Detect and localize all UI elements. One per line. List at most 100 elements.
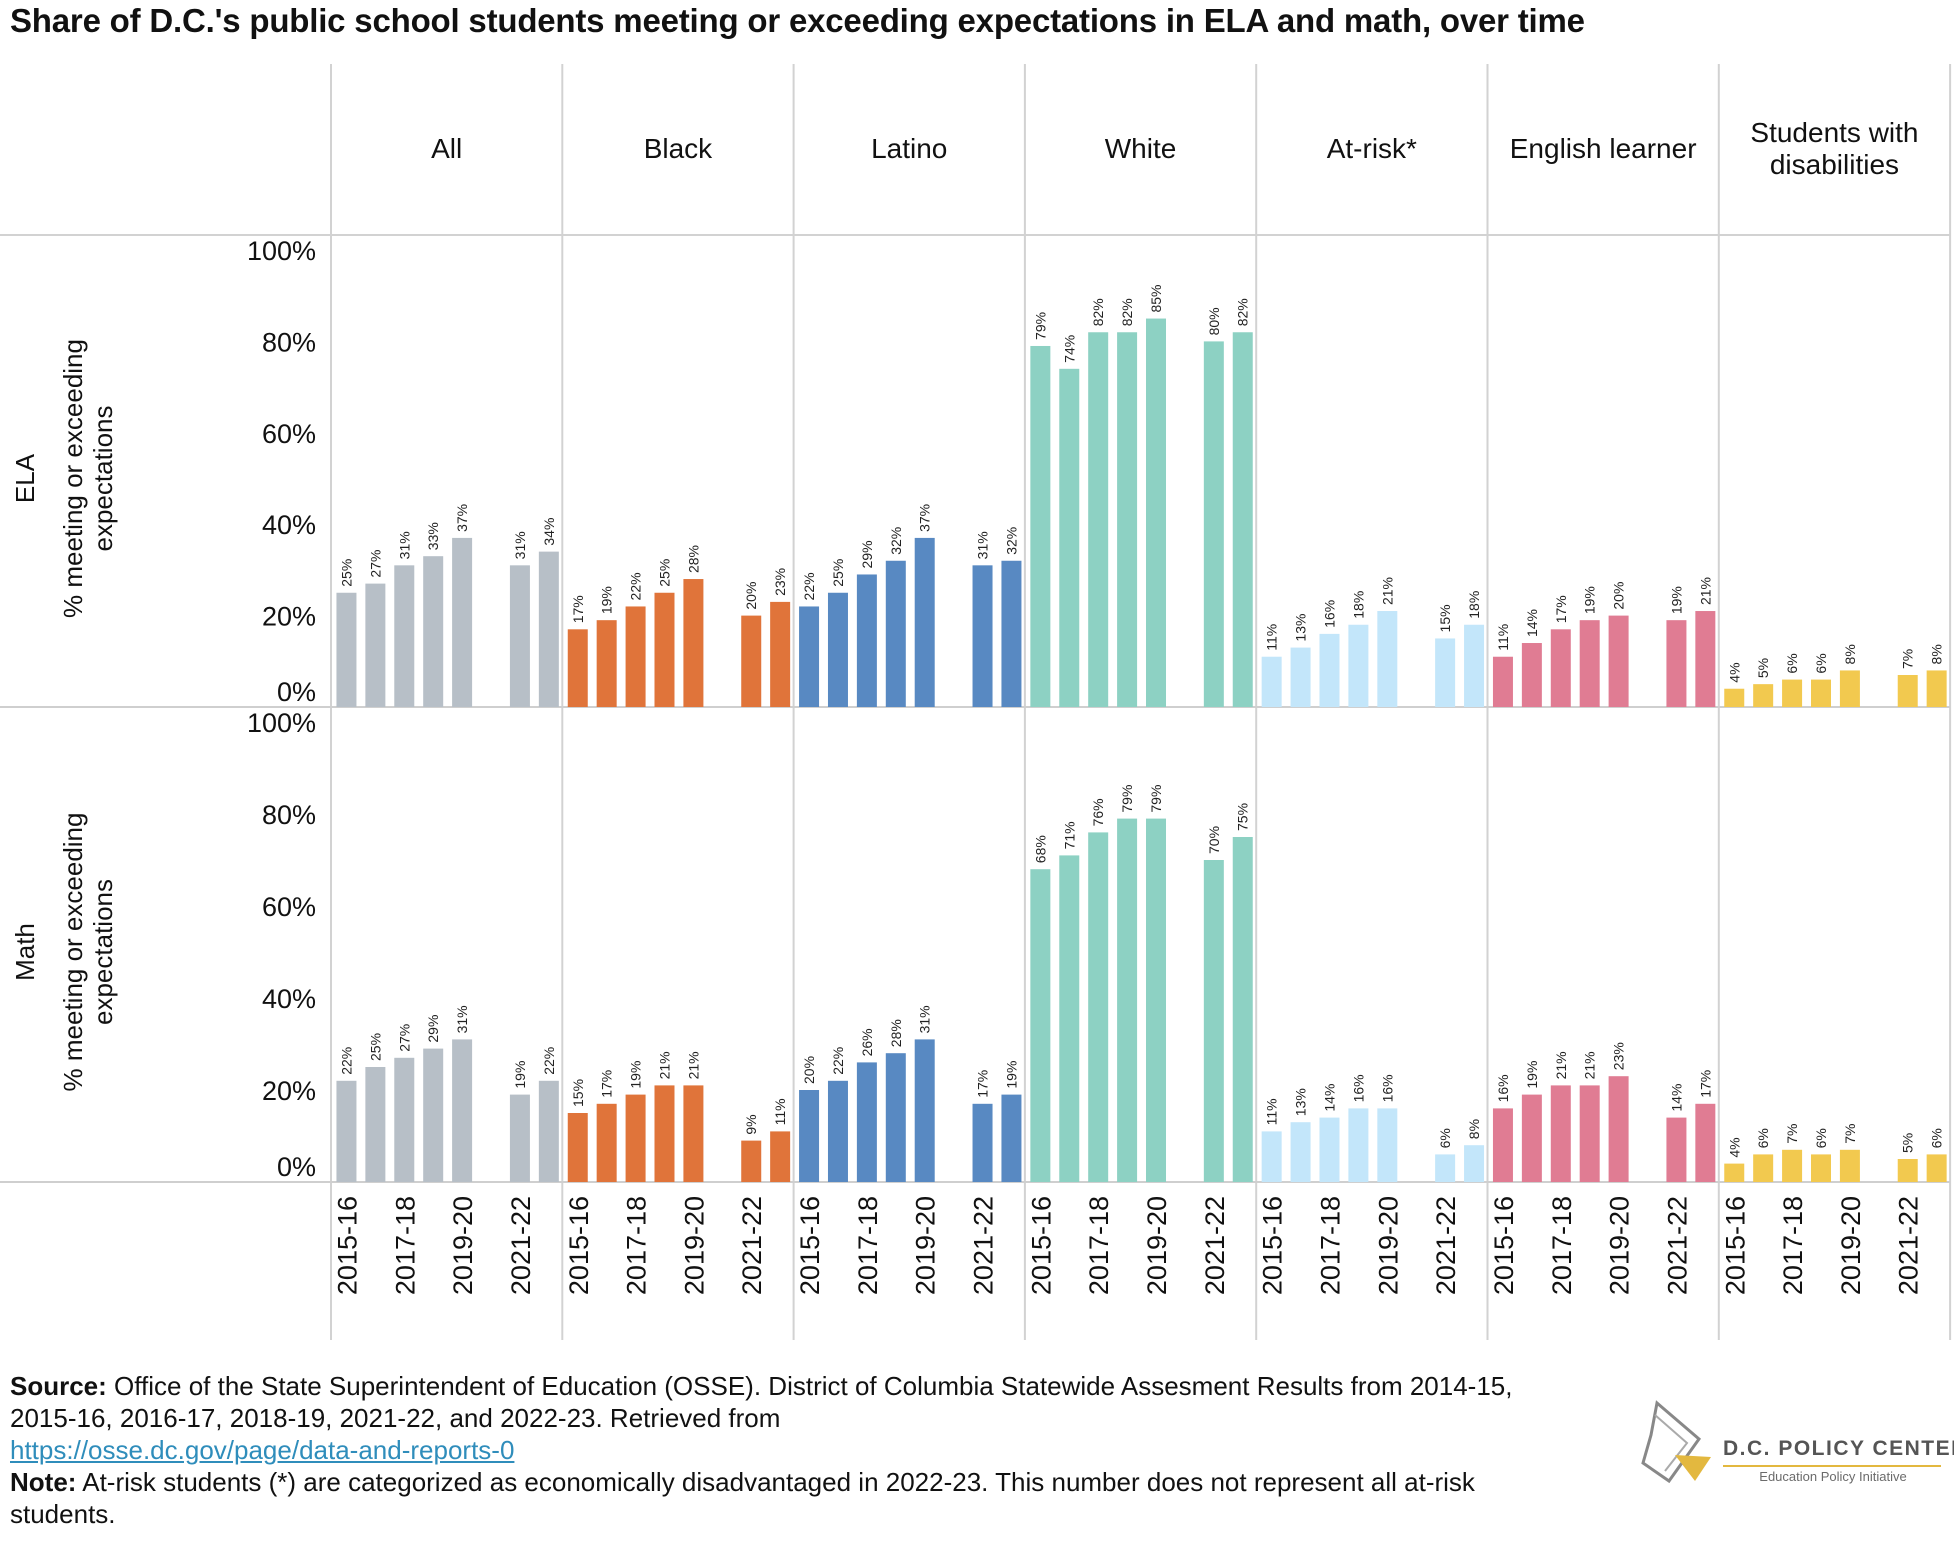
- source-link[interactable]: https://osse.dc.gov/page/data-and-report…: [10, 1435, 515, 1465]
- bar-value-label: 75%: [1235, 803, 1251, 831]
- bar-value-label: 19%: [628, 1061, 644, 1089]
- x-tick-label: 2015-16: [1720, 1196, 1750, 1295]
- group-header-label: English learner: [1510, 133, 1697, 164]
- bar-value-label: 79%: [1148, 785, 1164, 813]
- bar: [770, 1131, 791, 1182]
- bar-value-label: 25%: [830, 559, 846, 587]
- bar: [1001, 560, 1022, 707]
- bar-value-label: 6%: [1755, 1128, 1771, 1148]
- bar: [336, 592, 357, 707]
- bar-value-label: 16%: [1379, 1074, 1395, 1102]
- bar: [1203, 341, 1224, 707]
- bar-value-label: 71%: [1061, 821, 1077, 849]
- bar: [596, 620, 617, 707]
- footer: Source: Office of the State Superintende…: [10, 1370, 1530, 1530]
- bar: [1059, 855, 1080, 1182]
- source-label: Source:: [10, 1371, 107, 1401]
- bar-value-label: 82%: [1090, 298, 1106, 326]
- bar: [827, 1080, 848, 1182]
- bar-value-label: 21%: [656, 1051, 672, 1079]
- x-tick-label: 2021-22: [1200, 1196, 1230, 1295]
- bar-value-label: 7%: [1784, 1124, 1800, 1144]
- bar: [1897, 675, 1918, 707]
- group-header-label: disabilities: [1770, 149, 1899, 180]
- bar: [1492, 656, 1513, 707]
- bar-value-label: 34%: [541, 518, 557, 546]
- bar: [1724, 688, 1745, 707]
- bar: [1059, 368, 1080, 707]
- x-tick-label: 2021-22: [969, 1196, 999, 1295]
- bar-value-label: 31%: [454, 1005, 470, 1033]
- bar-value-label: 17%: [975, 1070, 991, 1098]
- bar: [914, 537, 935, 707]
- bar: [799, 1090, 820, 1182]
- x-tick-label: 2019-20: [679, 1196, 709, 1295]
- bar-value-label: 6%: [1929, 1128, 1945, 1148]
- x-tick-label: 2015-16: [564, 1196, 594, 1295]
- bar: [1319, 1117, 1340, 1182]
- bar-value-label: 31%: [975, 531, 991, 559]
- bar: [799, 606, 820, 707]
- bar-value-label: 29%: [859, 540, 875, 568]
- bar-value-label: 13%: [1293, 614, 1309, 642]
- bar: [827, 592, 848, 707]
- bar-value-label: 37%: [917, 504, 933, 532]
- source-note: Source: Office of the State Superintende…: [10, 1370, 1530, 1466]
- group-header-label: Latino: [871, 133, 947, 164]
- x-tick-label: 2019-20: [1142, 1196, 1172, 1295]
- logo-subtitle: Education Policy Initiative: [1759, 1469, 1907, 1484]
- bar: [683, 1085, 704, 1182]
- note: Note: At-risk students (*) are categoriz…: [10, 1466, 1530, 1530]
- note-text: At-risk students (*) are categorized as …: [10, 1467, 1475, 1529]
- x-tick-label: 2017-18: [622, 1196, 652, 1295]
- group-header-label: Black: [644, 133, 713, 164]
- bar-value-label: 6%: [1437, 1128, 1453, 1148]
- bar: [1290, 1122, 1311, 1182]
- bar: [914, 1039, 935, 1182]
- bar-value-label: 79%: [1032, 312, 1048, 340]
- bar: [741, 1140, 762, 1182]
- x-tick-label: 2015-16: [1026, 1196, 1056, 1295]
- bar: [1377, 1108, 1398, 1182]
- bar: [1117, 818, 1138, 1182]
- bar-value-label: 26%: [859, 1028, 875, 1056]
- dc-policy-center-logo: D.C. POLICY CENTER Education Policy Init…: [1625, 1395, 1954, 1515]
- bar-value-label: 21%: [1553, 1051, 1569, 1079]
- bar-value-label: 14%: [1321, 1084, 1337, 1112]
- x-tick-label: 2015-16: [1489, 1196, 1519, 1295]
- bar-value-label: 17%: [1697, 1070, 1713, 1098]
- bar-value-label: 22%: [338, 1047, 354, 1075]
- group-header-label: All: [431, 133, 462, 164]
- y-tick-label: 80%: [262, 327, 316, 357]
- y-axis-title: % meeting or exceeding: [58, 339, 88, 618]
- bar: [1550, 629, 1571, 707]
- bar: [1782, 679, 1803, 707]
- bar-value-label: 8%: [1466, 1119, 1482, 1139]
- bar-value-label: 31%: [512, 531, 528, 559]
- bar: [683, 579, 704, 707]
- bar: [1579, 620, 1600, 707]
- bar-value-label: 19%: [1582, 586, 1598, 614]
- bar-value-label: 21%: [1379, 577, 1395, 605]
- bar-value-label: 25%: [338, 559, 354, 587]
- y-tick-label: 100%: [247, 708, 316, 738]
- bar: [1608, 1076, 1629, 1182]
- bar: [1666, 620, 1687, 707]
- bar: [1203, 860, 1224, 1182]
- bar: [1319, 633, 1340, 707]
- bar-value-label: 15%: [570, 1079, 586, 1107]
- bar: [1608, 615, 1629, 707]
- group-header-label: White: [1105, 133, 1177, 164]
- bar-value-label: 5%: [1755, 658, 1771, 678]
- bar: [654, 1085, 675, 1182]
- bar: [394, 1057, 415, 1182]
- bar-value-label: 27%: [396, 1024, 412, 1052]
- bar: [1810, 1154, 1831, 1182]
- bar-value-label: 8%: [1842, 644, 1858, 664]
- bar: [1550, 1085, 1571, 1182]
- bar-value-label: 76%: [1090, 798, 1106, 826]
- bar-value-label: 31%: [917, 1005, 933, 1033]
- bar: [538, 1080, 559, 1182]
- bar-value-label: 6%: [1784, 653, 1800, 673]
- bar: [1897, 1159, 1918, 1182]
